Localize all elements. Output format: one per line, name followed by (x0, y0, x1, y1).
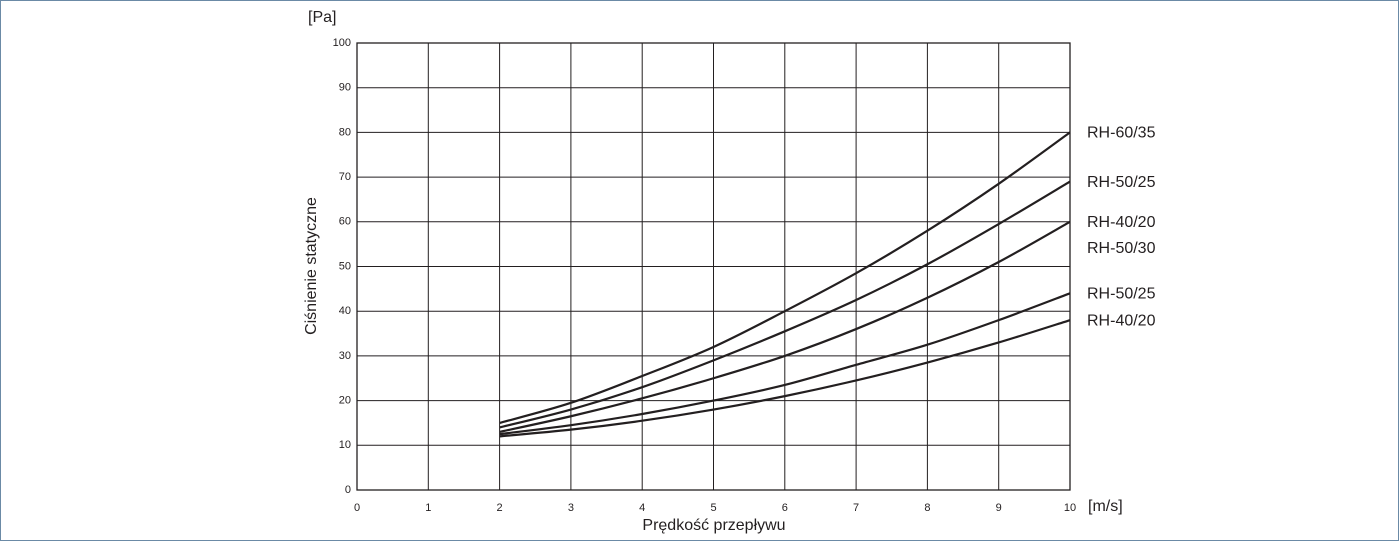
x-tick-label: 5 (710, 502, 716, 514)
x-unit: [m/s] (1088, 498, 1123, 515)
plot-border (356, 42, 1071, 491)
x-tick-label: 4 (639, 502, 645, 514)
series-label: RH-50/25 (1087, 286, 1156, 303)
x-tick-label: 6 (782, 502, 788, 514)
y-tick-label: 60 (339, 216, 351, 228)
series-line (499, 131, 1071, 425)
y-tick-label: 80 (339, 126, 351, 138)
y-tick-label: 70 (339, 171, 351, 183)
y-tick-label: 20 (339, 395, 351, 407)
x-tick-label: 2 (497, 502, 503, 514)
x-tick-label: 3 (568, 502, 574, 514)
series-label: RH-40/20 (1087, 312, 1156, 329)
x-tick-label: 1 (425, 502, 431, 514)
series-line (499, 292, 1071, 436)
annotation: RH-50/30 (1087, 240, 1156, 257)
y-tick-label: 100 (333, 37, 351, 49)
series-line (499, 220, 1071, 433)
x-tick-label: 7 (853, 502, 859, 514)
series-line (499, 319, 1071, 438)
y-unit: [Pa] (308, 9, 336, 26)
x-tick-label: 9 (996, 502, 1002, 514)
series-label: RH-50/25 (1087, 174, 1156, 191)
series-line (499, 180, 1071, 429)
y-tick-label: 30 (339, 350, 351, 362)
series-label: RH-40/20 (1087, 214, 1156, 231)
x-tick-label: 8 (924, 502, 930, 514)
x-axis-label: Prędkość przepływu (642, 517, 785, 534)
y-tick-label: 50 (339, 260, 351, 272)
y-tick-label: 40 (339, 305, 351, 317)
y-tick-label: 0 (345, 484, 351, 496)
x-tick-label: 10 (1064, 502, 1076, 514)
y-axis-label: Ciśnienie statyczne (303, 197, 320, 335)
series-label: RH-60/35 (1087, 125, 1156, 142)
y-tick-label: 10 (339, 439, 351, 451)
x-tick-label: 0 (354, 502, 360, 514)
y-tick-label: 90 (339, 82, 351, 94)
